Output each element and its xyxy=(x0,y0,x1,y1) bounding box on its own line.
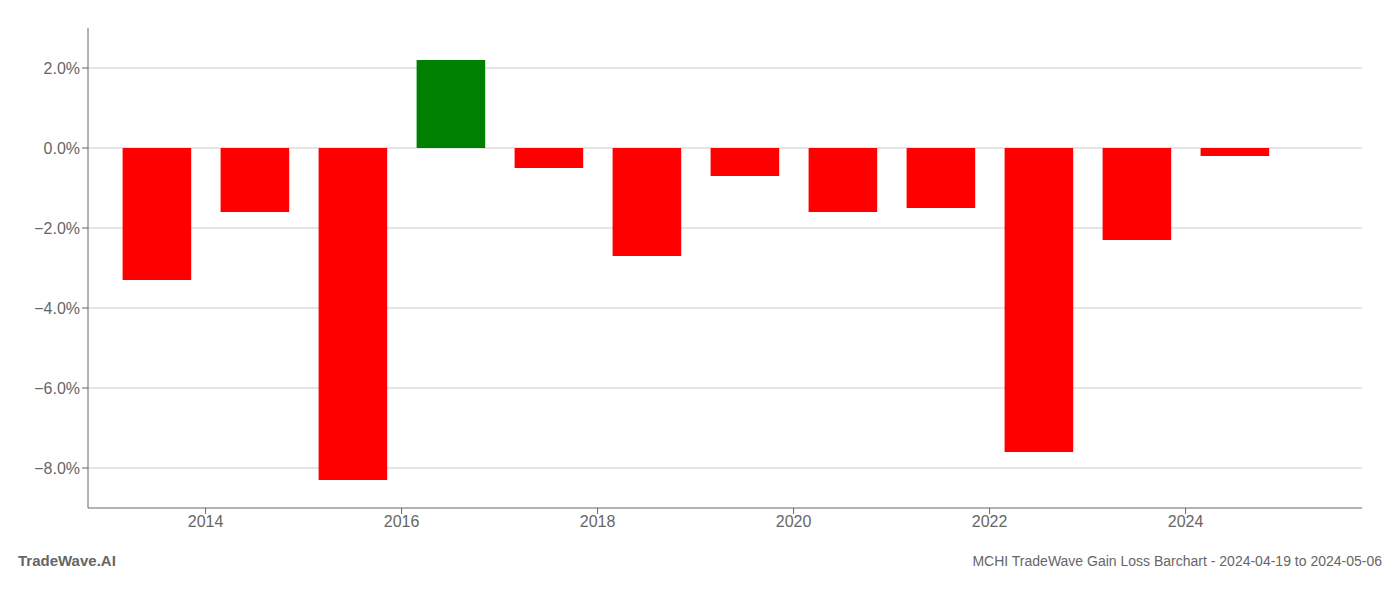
svg-text:2014: 2014 xyxy=(188,513,224,530)
svg-text:2018: 2018 xyxy=(580,513,616,530)
svg-text:2.0%: 2.0% xyxy=(44,60,80,77)
svg-text:−4.0%: −4.0% xyxy=(34,300,80,317)
svg-text:2024: 2024 xyxy=(1168,513,1204,530)
svg-text:0.0%: 0.0% xyxy=(44,140,80,157)
svg-text:−8.0%: −8.0% xyxy=(34,460,80,477)
svg-text:2022: 2022 xyxy=(972,513,1008,530)
svg-text:2020: 2020 xyxy=(776,513,812,530)
svg-text:2016: 2016 xyxy=(384,513,420,530)
svg-text:−6.0%: −6.0% xyxy=(34,380,80,397)
svg-text:−2.0%: −2.0% xyxy=(34,220,80,237)
html-text:MCHI TradeWave Gain Loss Barch: MCHI TradeWave Gain Loss Barchart - 2024… xyxy=(972,553,1382,569)
html-text:TradeWave.AI: TradeWave.AI xyxy=(18,552,116,569)
